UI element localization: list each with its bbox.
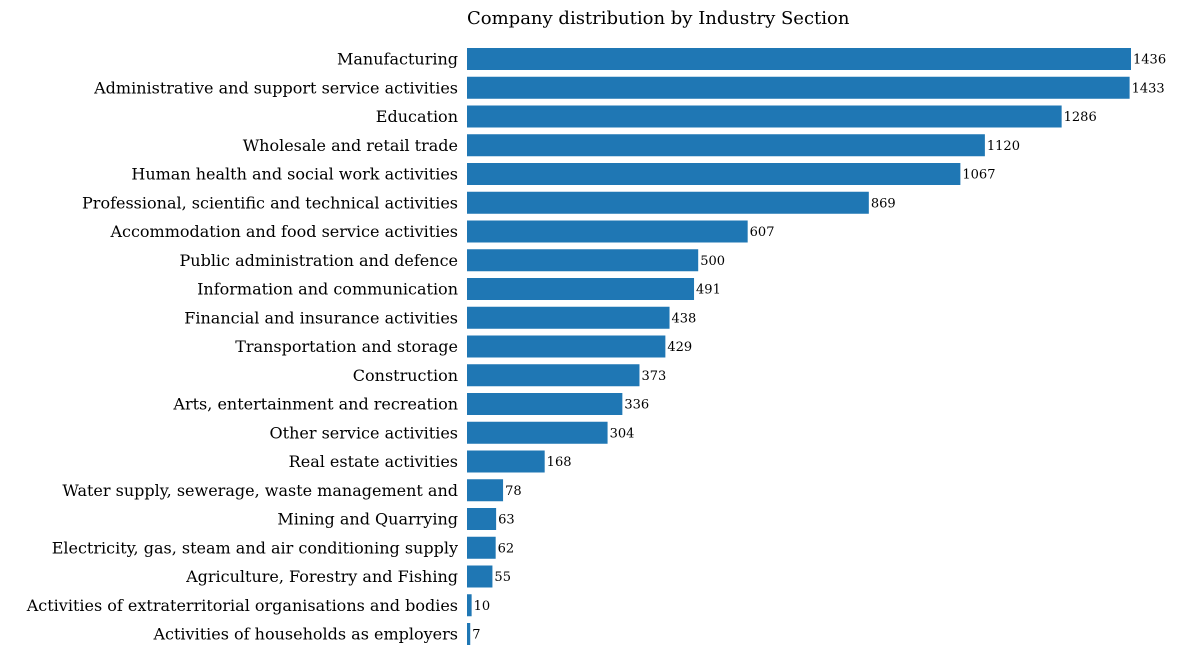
bar (467, 105, 1062, 128)
bars-group (467, 48, 1131, 645)
category-label: Construction (353, 366, 458, 385)
category-label: Water supply, sewerage, waste management… (62, 481, 458, 500)
bar (467, 278, 695, 300)
bar (467, 220, 748, 243)
value-label: 373 (641, 369, 666, 384)
bar (467, 450, 545, 473)
bar (467, 191, 869, 214)
bar (467, 76, 1130, 99)
category-label: Education (376, 107, 458, 126)
value-label: 78 (505, 484, 522, 499)
value-label: 304 (610, 426, 635, 441)
category-label: Activities of extraterritorial organisat… (26, 596, 458, 615)
bar (467, 508, 497, 530)
bar (467, 335, 666, 358)
value-label: 168 (547, 455, 572, 470)
bar (467, 249, 699, 272)
category-label: Manufacturing (337, 50, 458, 69)
category-label: Professional, scientific and technical a… (82, 193, 458, 212)
value-label: 62 (498, 541, 515, 556)
category-label: Financial and insurance activities (184, 308, 458, 327)
value-label: 491 (696, 283, 721, 298)
bar (467, 479, 504, 502)
value-labels-group: 1436 1433 1286 1120 1067 869 607 500 491 438 42937… (472, 53, 1166, 643)
value-label: 1286 (1064, 110, 1097, 125)
value-label: 1436 (1133, 53, 1166, 68)
category-label: Wholesale and retail trade (243, 136, 458, 155)
value-label: 7 (472, 628, 480, 643)
category-label: Arts, entertainment and recreation (172, 395, 458, 414)
value-label: 1120 (987, 139, 1020, 154)
value-label: 336 (624, 398, 649, 413)
value-label: 63 (498, 513, 515, 528)
bar (467, 623, 471, 645)
category-label: Real estate activities (289, 452, 458, 471)
category-label: Accommodation and food service activitie… (109, 222, 458, 241)
value-label: 869 (871, 196, 896, 211)
category-label: Information and communication (197, 280, 458, 299)
category-label: Electricity, gas, steam and air conditio… (52, 538, 458, 557)
value-label: 55 (494, 570, 511, 585)
bar (467, 364, 640, 387)
bar (467, 565, 493, 588)
category-label: Public administration and defence (180, 251, 459, 270)
category-labels-group: Manufacturing Administrative and support … (26, 50, 458, 644)
bar (467, 134, 985, 157)
value-label: 1433 (1132, 81, 1165, 96)
category-label: Mining and Quarrying (277, 510, 458, 529)
category-label: Transportation and storage (235, 337, 458, 356)
value-label: 10 (474, 599, 491, 614)
bar (467, 48, 1131, 70)
category-label: Agriculture, Forestry and Fishing (185, 567, 458, 586)
value-label: 1067 (962, 168, 995, 183)
bar (467, 393, 623, 415)
bar (467, 421, 608, 444)
value-label: 438 (672, 311, 697, 326)
category-label: Activities of households as employers (152, 625, 458, 644)
category-label: Other service activities (270, 423, 458, 442)
category-label: Human health and social work activities (131, 165, 458, 184)
bar (467, 306, 670, 329)
bar (467, 536, 496, 559)
chart-title: Company distribution by Industry Section (467, 8, 850, 29)
value-label: 607 (750, 225, 775, 240)
value-label: 429 (667, 340, 692, 355)
bar (467, 594, 472, 617)
category-label: Administrative and support service activ… (93, 78, 458, 97)
bar (467, 163, 961, 185)
value-label: 500 (700, 254, 725, 269)
